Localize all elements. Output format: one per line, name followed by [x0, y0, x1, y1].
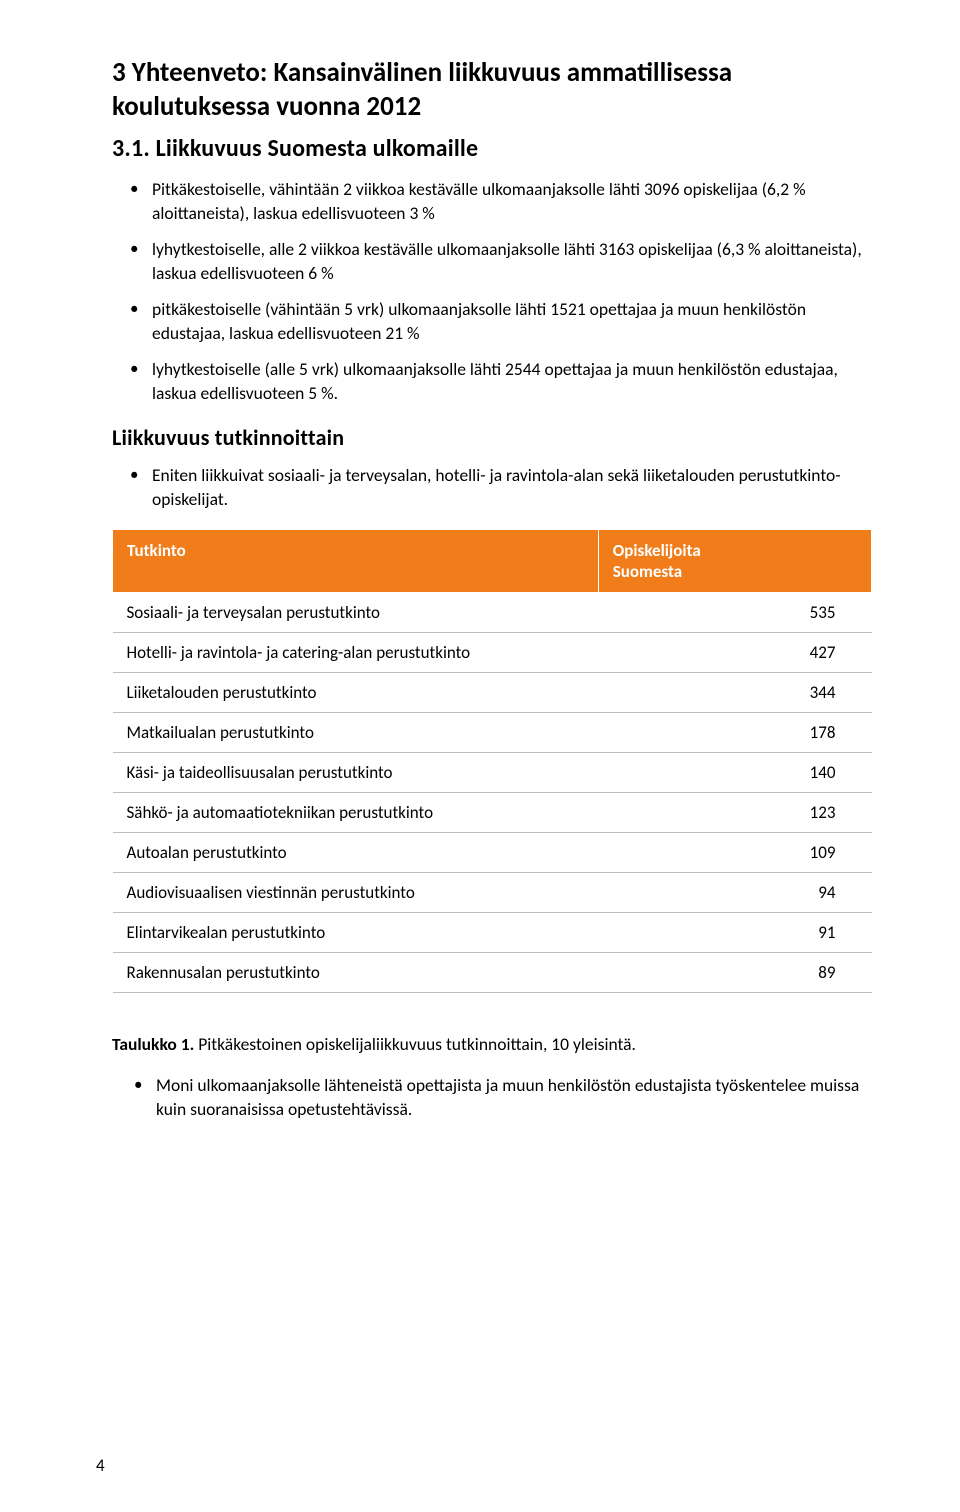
cell-tutkinto: Liiketalouden perustutkinto [113, 672, 599, 712]
cell-tutkinto: Audiovisuaalisen viestinnän perustutkint… [113, 872, 599, 912]
col-header-line1: Opiskelijoita [613, 540, 701, 561]
document-page: 3 Yhteenveto: Kansainvälinen liikkuvuus … [0, 0, 960, 1512]
col-header-opiskelijoita: Opiskelijoita Suomesta [598, 529, 871, 592]
section-3-1-bullets: Pitkäkestoiselle, vähintään 2 viikkoa ke… [112, 177, 872, 406]
table-row: Liiketalouden perustutkinto344 [113, 672, 872, 712]
cell-value: 91 [598, 912, 871, 952]
cell-tutkinto: Sähkö- ja automaatiotekniikan perustutki… [113, 792, 599, 832]
cell-tutkinto: Käsi- ja taideollisuusalan perustutkinto [113, 752, 599, 792]
table-row: Hotelli- ja ravintola- ja catering-alan … [113, 632, 872, 672]
list-item: pitkäkestoiselle (vähintään 5 vrk) ulkom… [112, 297, 872, 345]
table-row: Autoalan perustutkinto109 [113, 832, 872, 872]
table-row: Käsi- ja taideollisuusalan perustutkinto… [113, 752, 872, 792]
cell-value: 178 [598, 712, 871, 752]
table-row: Matkailualan perustutkinto178 [113, 712, 872, 752]
list-item: Eniten liikkuivat sosiaali- ja terveysal… [112, 463, 872, 511]
caption-label: Taulukko 1. [112, 1033, 194, 1055]
col-header-tutkinto: Tutkinto [113, 529, 599, 592]
table-row: Audiovisuaalisen viestinnän perustutkint… [113, 872, 872, 912]
table-row: Elintarvikealan perustutkinto91 [113, 912, 872, 952]
section-tutkinnoittain-heading: Liikkuvuus tutkinnoittain [112, 424, 872, 451]
cell-value: 535 [598, 592, 871, 632]
cell-value: 89 [598, 952, 871, 992]
page-title: 3 Yhteenveto: Kansainvälinen liikkuvuus … [112, 56, 872, 124]
list-item: lyhytkestoiselle, alle 2 viikkoa kestävä… [112, 237, 872, 285]
page-number: 4 [96, 1455, 105, 1476]
table-caption: Taulukko 1. Pitkäkestoinen opiskelijalii… [112, 1033, 872, 1055]
cell-tutkinto: Autoalan perustutkinto [113, 832, 599, 872]
section-tutkinnoittain-bullets: Eniten liikkuivat sosiaali- ja terveysal… [112, 463, 872, 511]
col-header-line2: Suomesta [613, 561, 682, 582]
cell-value: 427 [598, 632, 871, 672]
cell-tutkinto: Elintarvikealan perustutkinto [113, 912, 599, 952]
cell-tutkinto: Sosiaali- ja terveysalan perustutkinto [113, 592, 599, 632]
list-item: lyhytkestoiselle (alle 5 vrk) ulkomaanja… [112, 357, 872, 405]
cell-tutkinto: Rakennusalan perustutkinto [113, 952, 599, 992]
cell-tutkinto: Hotelli- ja ravintola- ja catering-alan … [113, 632, 599, 672]
title-line-1: 3 Yhteenveto: Kansainvälinen liikkuvuus … [112, 56, 732, 89]
table-header-row: Tutkinto Opiskelijoita Suomesta [113, 529, 872, 592]
cell-value: 123 [598, 792, 871, 832]
section-3-1-heading: 3.1. Liikkuvuus Suomesta ulkomaille [112, 134, 872, 163]
cell-value: 140 [598, 752, 871, 792]
caption-text: Pitkäkestoinen opiskelijaliikkuvuus tutk… [194, 1033, 636, 1055]
table-body: Sosiaali- ja terveysalan perustutkinto53… [113, 592, 872, 992]
final-bullets: Moni ulkomaanjaksolle lähteneistä opetta… [112, 1073, 872, 1121]
table-row: Rakennusalan perustutkinto89 [113, 952, 872, 992]
list-item: Moni ulkomaanjaksolle lähteneistä opetta… [112, 1073, 872, 1121]
cell-value: 344 [598, 672, 871, 712]
cell-value: 94 [598, 872, 871, 912]
title-line-2: koulutuksessa vuonna 2012 [112, 90, 421, 123]
cell-tutkinto: Matkailualan perustutkinto [113, 712, 599, 752]
cell-value: 109 [598, 832, 871, 872]
tutkinto-table: Tutkinto Opiskelijoita Suomesta Sosiaali… [112, 529, 872, 993]
table-container: Tutkinto Opiskelijoita Suomesta Sosiaali… [112, 529, 872, 993]
list-item: Pitkäkestoiselle, vähintään 2 viikkoa ke… [112, 177, 872, 225]
table-row: Sosiaali- ja terveysalan perustutkinto53… [113, 592, 872, 632]
table-row: Sähkö- ja automaatiotekniikan perustutki… [113, 792, 872, 832]
